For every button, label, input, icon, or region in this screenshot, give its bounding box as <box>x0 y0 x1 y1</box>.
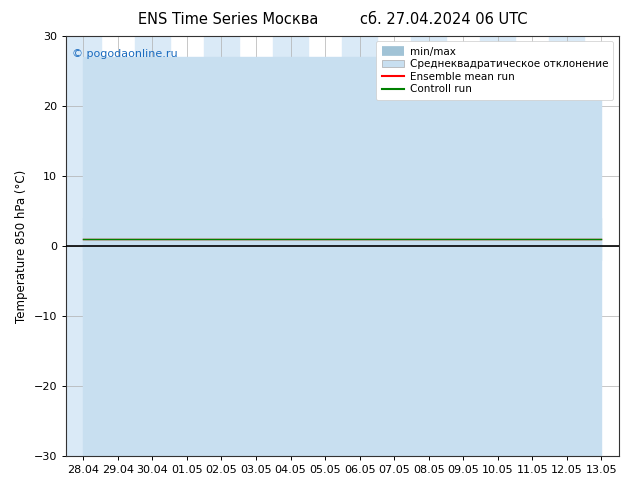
Bar <box>204 36 239 456</box>
Text: © pogodaonline.ru: © pogodaonline.ru <box>72 49 178 59</box>
Text: ENS Time Series Москва: ENS Time Series Москва <box>138 12 318 27</box>
Bar <box>66 36 101 456</box>
Bar <box>411 36 446 456</box>
Bar <box>481 36 515 456</box>
Text: сб. 27.04.2024 06 UTC: сб. 27.04.2024 06 UTC <box>360 12 527 27</box>
Bar <box>342 36 377 456</box>
Bar <box>550 36 584 456</box>
Bar <box>273 36 307 456</box>
Legend: min/max, Среднеквадратическое отклонение, Ensemble mean run, Controll run: min/max, Среднеквадратическое отклонение… <box>377 41 613 99</box>
Bar <box>135 36 170 456</box>
Y-axis label: Temperature 850 hPa (°C): Temperature 850 hPa (°C) <box>15 170 28 323</box>
